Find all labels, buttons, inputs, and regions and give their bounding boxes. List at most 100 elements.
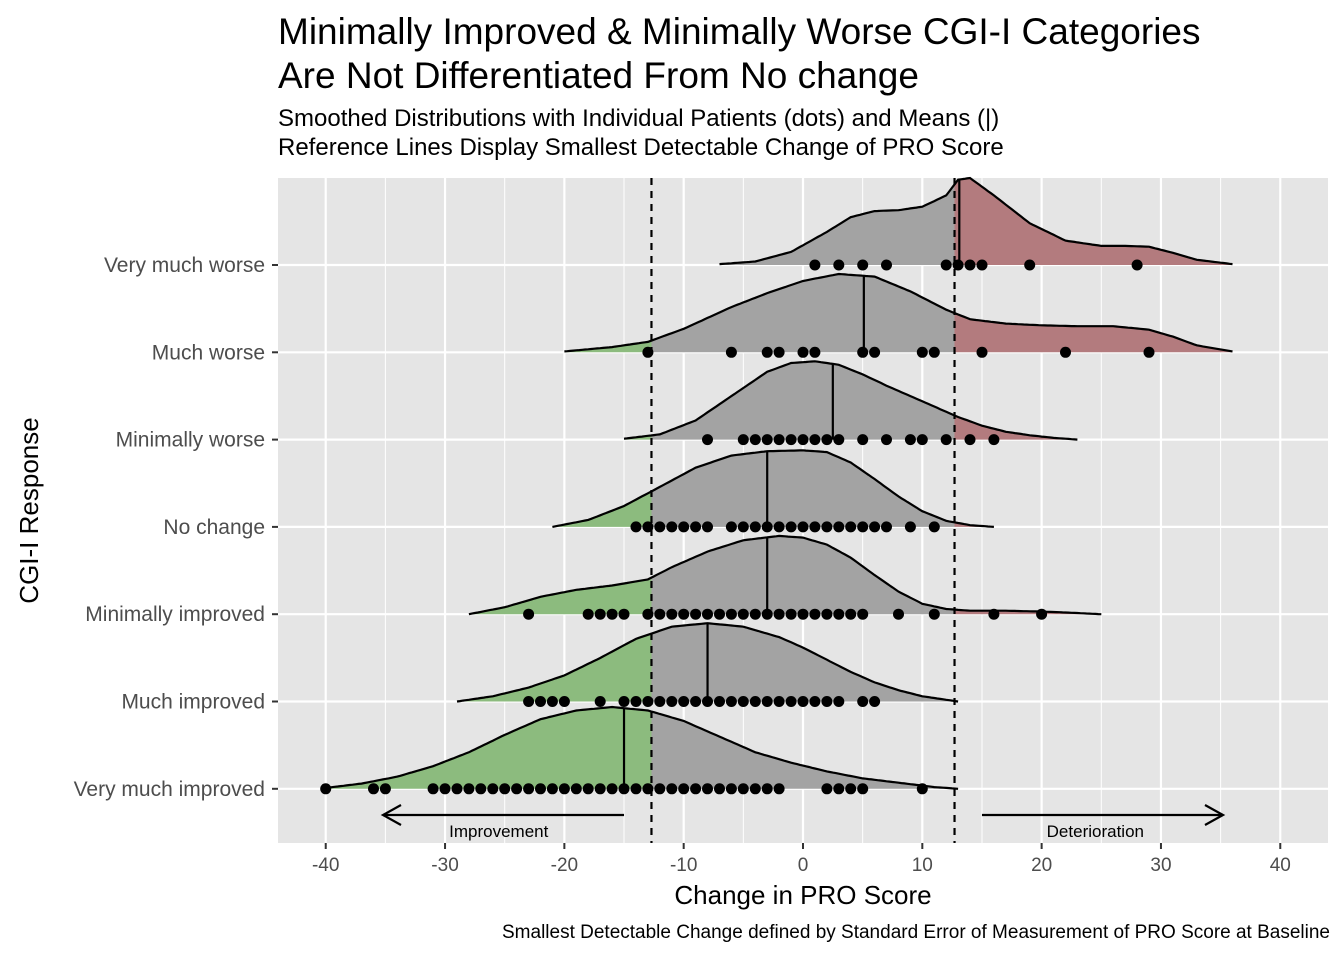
patient-point: [320, 783, 332, 795]
ridge-outline: [623, 360, 1078, 441]
y-tick-label: No change: [163, 516, 265, 539]
y-tick-label: Minimally improved: [85, 603, 265, 626]
patient-point: [666, 608, 678, 620]
patient-point: [988, 434, 1000, 446]
patient-point: [809, 696, 821, 707]
patient-point: [737, 608, 749, 620]
patient-point: [725, 521, 737, 533]
ridge-much-improved: [456, 622, 959, 707]
patient-point: [857, 696, 869, 707]
patient-point: [630, 783, 642, 795]
patient-point: [725, 696, 737, 707]
patient-point: [714, 608, 725, 620]
patient-point: [809, 259, 821, 271]
patient-point: [833, 259, 845, 271]
patient-point: [773, 434, 785, 446]
patient-point: [535, 783, 546, 795]
patient-point: [654, 608, 666, 620]
axes: -40 -30 -20 -10 0 10 20 30 40 Very much worse Much…: [74, 254, 1291, 876]
patient-point: [618, 783, 630, 795]
patient-point: [904, 521, 916, 533]
patient-point: [761, 696, 773, 707]
patient-point: [702, 696, 713, 707]
patient-point: [761, 434, 773, 446]
patient-point: [988, 608, 1000, 620]
patient-point: [558, 696, 570, 707]
patient-point: [523, 696, 535, 707]
patient-point: [869, 696, 881, 707]
chart-subtitle-line-1: Smoothed Distributions with Individual P…: [278, 105, 1000, 132]
patient-point: [928, 346, 940, 358]
ridge-no-change: [552, 449, 994, 533]
patient-point: [666, 521, 678, 533]
patient-point: [523, 783, 535, 795]
ridges: [320, 176, 1233, 795]
patient-point: [761, 346, 773, 358]
patient-point: [785, 696, 797, 707]
patient-point: [928, 608, 940, 620]
patient-point: [690, 783, 702, 795]
patient-point: [654, 521, 666, 533]
patient-point: [702, 434, 713, 446]
patient-point: [857, 521, 869, 533]
patient-point: [511, 783, 523, 795]
x-tick-label: 20: [1031, 855, 1052, 876]
patient-point: [809, 434, 821, 446]
patient-point: [1036, 608, 1048, 620]
patient-point: [749, 783, 761, 795]
patient-point: [785, 608, 797, 620]
patient-point: [535, 696, 546, 707]
x-tick-label: 40: [1270, 855, 1291, 876]
ridge-fill-middle: [651, 274, 955, 353]
patient-point: [881, 521, 892, 533]
ridge-fill-deterioration: [954, 522, 994, 527]
x-tick-label: -20: [551, 855, 578, 876]
patient-point: [916, 783, 928, 795]
patient-point: [797, 434, 809, 446]
patient-point: [451, 783, 463, 795]
y-tick-label: Very much worse: [104, 254, 265, 277]
patient-point: [1024, 259, 1036, 271]
x-tick-label: 30: [1150, 855, 1171, 876]
patient-point: [845, 608, 857, 620]
patient-point: [690, 521, 702, 533]
patient-point: [773, 783, 785, 795]
chart-caption: Smallest Detectable Change defined by St…: [502, 922, 1330, 943]
patient-point: [940, 434, 952, 446]
patient-point: [749, 608, 761, 620]
patient-point: [881, 434, 892, 446]
ridge-fill-middle: [651, 450, 955, 527]
patient-point: [654, 696, 666, 707]
patient-point: [1060, 346, 1071, 358]
patient-point: [857, 346, 869, 358]
patient-point: [797, 696, 809, 707]
patient-point: [976, 259, 988, 271]
ridge-fill-deterioration: [954, 313, 1233, 353]
patient-point: [666, 783, 678, 795]
ridge-fill-middle: [651, 361, 955, 440]
patient-point: [797, 346, 809, 358]
patient-point: [976, 346, 988, 358]
patient-point: [523, 608, 535, 620]
ridge-fill-improvement: [457, 633, 652, 702]
patient-point: [761, 608, 773, 620]
patient-point: [833, 696, 845, 707]
patient-point: [845, 783, 857, 795]
patient-point: [737, 696, 749, 707]
patient-point: [714, 696, 725, 707]
patient-point: [379, 783, 391, 795]
patient-point: [570, 783, 582, 795]
y-tick-label: Minimally worse: [116, 429, 265, 452]
patient-point: [558, 783, 570, 795]
patient-point: [594, 608, 606, 620]
ridge-fill-improvement: [552, 491, 652, 527]
patient-point: [773, 696, 785, 707]
ridge-outline: [325, 705, 959, 790]
patient-point: [857, 608, 869, 620]
y-tick-label: Very much improved: [74, 778, 265, 801]
patient-point: [857, 259, 869, 271]
patient-point: [618, 608, 630, 620]
patient-point: [809, 346, 821, 358]
patient-point: [797, 521, 809, 533]
